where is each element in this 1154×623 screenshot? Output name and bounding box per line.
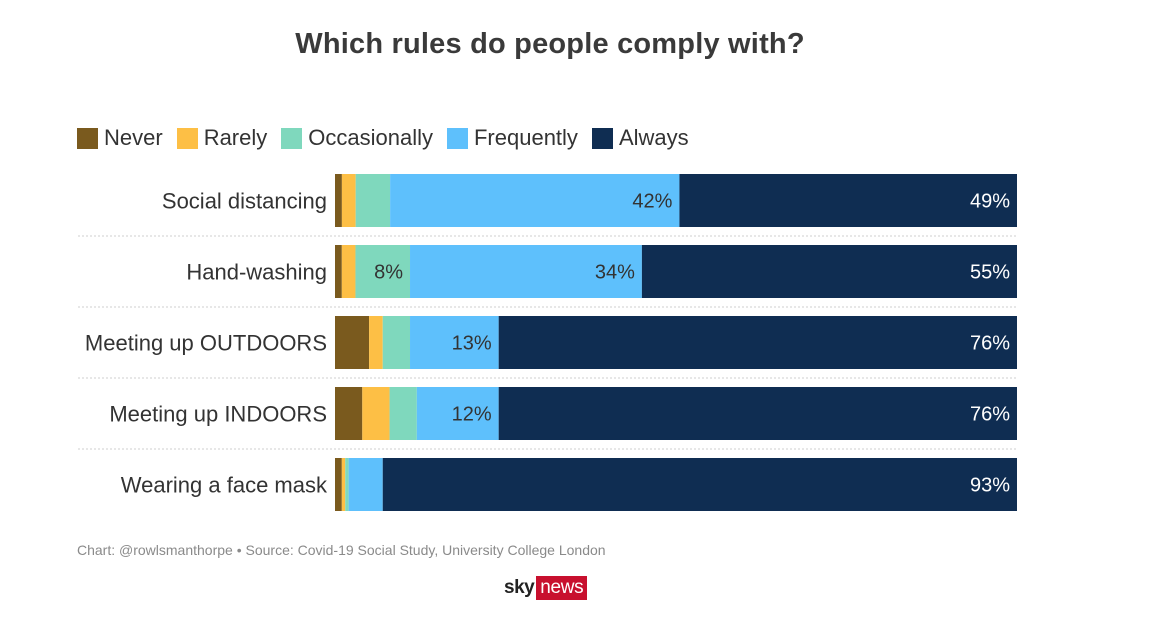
legend-label: Frequently (473, 125, 578, 150)
bar-segment-frequently (416, 387, 499, 440)
bar-segment-frequently (390, 174, 680, 227)
bar-segment-occasionally (355, 245, 411, 298)
data-label: 13% (452, 333, 492, 355)
legend-item-always: Always (591, 125, 689, 151)
legend-label: Rarely (203, 125, 268, 150)
bar-segment-rarely (369, 316, 383, 369)
bar-segment-occasionally (355, 174, 391, 227)
chart-plot: Social distancing 42% 49% Hand-washing 8% 34%… (78, 174, 1017, 511)
bar-segment-frequently (410, 316, 499, 369)
category-label: Meeting up OUTDOORS (85, 331, 327, 356)
legend-swatch (77, 127, 98, 149)
bar-segment-rarely (341, 458, 346, 511)
bar-segment-rarely (341, 174, 356, 227)
legend-swatch (176, 127, 198, 149)
sky-news-logo: sky news (504, 576, 588, 600)
data-label: 93% (970, 475, 1010, 497)
bar-segment-never (335, 174, 342, 227)
brand-logo-news: news (536, 576, 588, 600)
data-label: 42% (632, 191, 672, 213)
bar-segment-occasionally (345, 458, 349, 511)
data-label: 8% (374, 262, 403, 284)
bar-segment-occasionally (382, 316, 411, 369)
bar-segment-occasionally (389, 387, 417, 440)
data-label: 76% (970, 333, 1010, 355)
data-label: 34% (595, 262, 635, 284)
bar-segment-always (641, 245, 1017, 298)
category-label: Meeting up INDOORS (109, 402, 327, 427)
bar-segment-never (335, 387, 363, 440)
legend-swatch (446, 127, 468, 149)
source-note: Chart: @rowlsmanthorpe • Source: Covid-1… (77, 542, 606, 558)
legend-label: Never (104, 125, 163, 150)
bar-segment-rarely (362, 387, 390, 440)
bar-segment-frequently (410, 245, 642, 298)
bar-segment-rarely (341, 245, 356, 298)
bar-segment-always (382, 458, 1017, 511)
bar-segment-never (335, 458, 342, 511)
legend: Never Rarely Occasionally Frequently Always (77, 124, 703, 152)
bar-segment-always (679, 174, 1017, 227)
category-label: Wearing a face mask (121, 473, 328, 498)
legend-label: Occasionally (308, 125, 433, 150)
bar-segment-never (335, 316, 370, 369)
data-label: 49% (970, 191, 1010, 213)
legend-label: Always (618, 125, 689, 150)
data-label: 12% (452, 404, 492, 426)
legend-item-occasionally: Occasionally (281, 125, 433, 151)
category-label: Hand-washing (186, 260, 327, 285)
legend-item-never: Never (77, 125, 163, 151)
legend-item-frequently: Frequently (446, 125, 578, 151)
category-label: Social distancing (162, 189, 327, 214)
brand-logo-sky: sky (504, 577, 535, 598)
bar-segment-always (498, 316, 1017, 369)
bar-segment-never (335, 245, 342, 298)
bar-segment-frequently (348, 458, 383, 511)
data-label: 55% (970, 262, 1010, 284)
data-label: 76% (970, 404, 1010, 426)
legend-swatch (281, 127, 303, 149)
bar-segment-always (498, 387, 1017, 440)
legend-item-rarely: Rarely (176, 125, 268, 151)
legend-swatch (591, 127, 613, 149)
chart-title: Which rules do people comply with? (295, 28, 805, 60)
